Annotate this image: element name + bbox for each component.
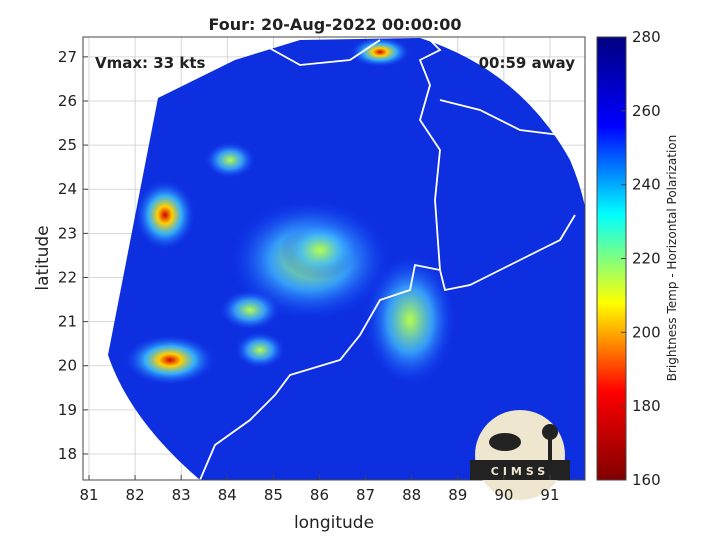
- plot-frame: [82, 36, 586, 481]
- x-tick-label: 91: [540, 486, 559, 504]
- logo-text: CIMSS: [491, 465, 549, 478]
- y-tick-label: 24: [58, 180, 77, 198]
- x-tick-label: 81: [79, 486, 98, 504]
- x-tick-label: 85: [264, 486, 283, 504]
- logo: CIMSS: [470, 410, 570, 500]
- colorbar-label: Brightness Temp - Horizontal Polarizatio…: [665, 135, 679, 382]
- y-axis-label: latitude: [33, 225, 53, 290]
- colorbar-tick-label: 260: [632, 102, 661, 120]
- y-tick-label: 18: [58, 445, 77, 463]
- colorbar-tick-label: 160: [632, 471, 661, 489]
- y-tick-label: 27: [58, 48, 77, 66]
- colorbar-tick-label: 200: [632, 323, 661, 341]
- x-tick-label: 89: [448, 486, 467, 504]
- x-tick-label: 83: [172, 486, 191, 504]
- title: Four: 20-Aug-2022 00:00:00: [209, 15, 462, 34]
- x-tick-label: 86: [310, 486, 329, 504]
- x-tick-label: 90: [494, 486, 513, 504]
- swath-image: [108, 38, 585, 480]
- annotation: Vmax: 33 kts: [95, 54, 205, 72]
- y-tick-label: 22: [58, 268, 77, 286]
- x-tick-label: 84: [218, 486, 237, 504]
- colorbar-tick-label: 220: [632, 250, 661, 268]
- y-tick-label: 23: [58, 224, 77, 242]
- x-tick-label: 87: [356, 486, 375, 504]
- annotation: 00:59 away: [479, 54, 576, 72]
- y-tick-label: 19: [58, 401, 77, 419]
- x-axis-label: longitude: [294, 513, 374, 533]
- y-tick-label: 26: [58, 92, 77, 110]
- y-tick-label: 25: [58, 136, 77, 154]
- y-tick-label: 20: [58, 357, 77, 375]
- y-tick-label: 21: [58, 313, 77, 331]
- colorbar-tick-label: 240: [632, 176, 661, 194]
- x-tick-label: 88: [402, 486, 421, 504]
- colorbar-tick-label: 280: [632, 28, 661, 46]
- colorbar-tick-label: 180: [632, 397, 661, 415]
- x-tick-label: 82: [126, 486, 145, 504]
